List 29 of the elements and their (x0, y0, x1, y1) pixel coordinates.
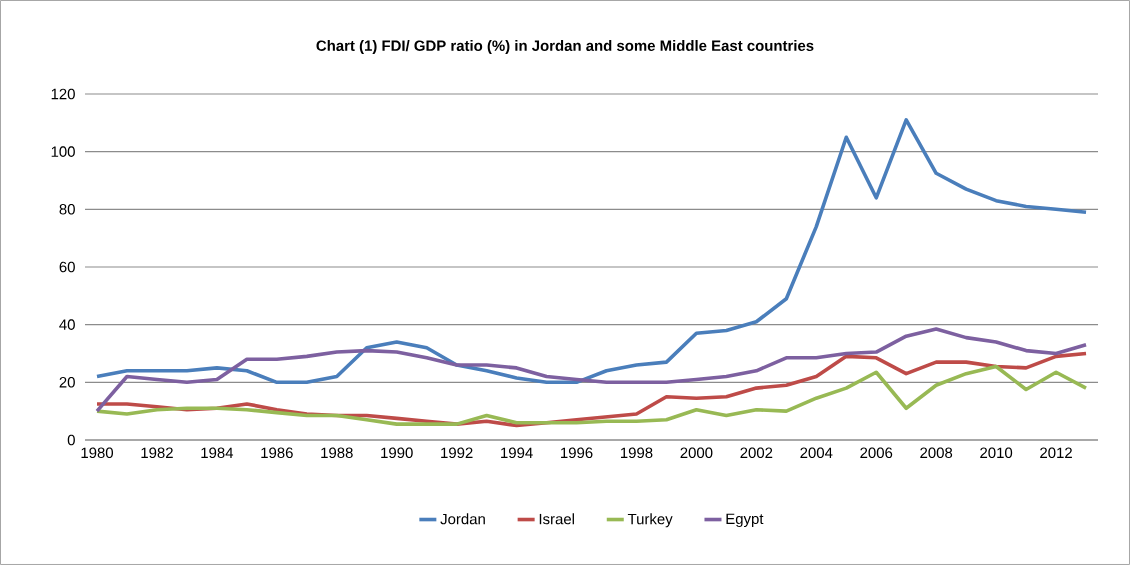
legend-label: Turkey (627, 513, 673, 528)
x-tick-label: 1984 (201, 447, 234, 459)
chart-title: Chart (1) FDI/ GDP ratio (%) in Jordan and some Middle East countries (316, 40, 814, 54)
y-tick-label: 100 (51, 146, 75, 157)
y-tick-label: 40 (59, 319, 75, 330)
legend-label: Egypt (726, 513, 764, 528)
legend-label: Jordan (440, 513, 485, 525)
x-tick-label: 1994 (501, 447, 533, 459)
x-tick-label: 1996 (561, 447, 593, 459)
x-tick-label: 1992 (441, 447, 473, 459)
y-tick-label: 120 (51, 88, 75, 100)
x-tick-label: 2000 (680, 447, 713, 459)
x-tick-label: 1982 (141, 447, 173, 459)
x-tick-label: 1998 (620, 447, 653, 459)
x-tick-label: 1988 (321, 447, 353, 459)
y-tick-label: 60 (59, 261, 75, 273)
x-tick-label: 2008 (920, 447, 953, 459)
legend-label: Israel (539, 513, 574, 525)
x-tick-label: 2002 (740, 447, 773, 459)
y-tick-label: 20 (59, 377, 75, 388)
x-tick-label: 2006 (860, 447, 893, 459)
y-tick-label: 0 (67, 434, 75, 446)
x-tick-label: 2010 (980, 447, 1013, 459)
x-tick-label: 1986 (261, 447, 293, 459)
y-tick-label: 80 (59, 204, 75, 215)
x-tick-label: 1990 (381, 447, 413, 459)
x-tick-label: 1980 (81, 447, 114, 459)
x-tick-label: 2012 (1040, 447, 1072, 459)
x-tick-label: 2004 (800, 447, 833, 459)
